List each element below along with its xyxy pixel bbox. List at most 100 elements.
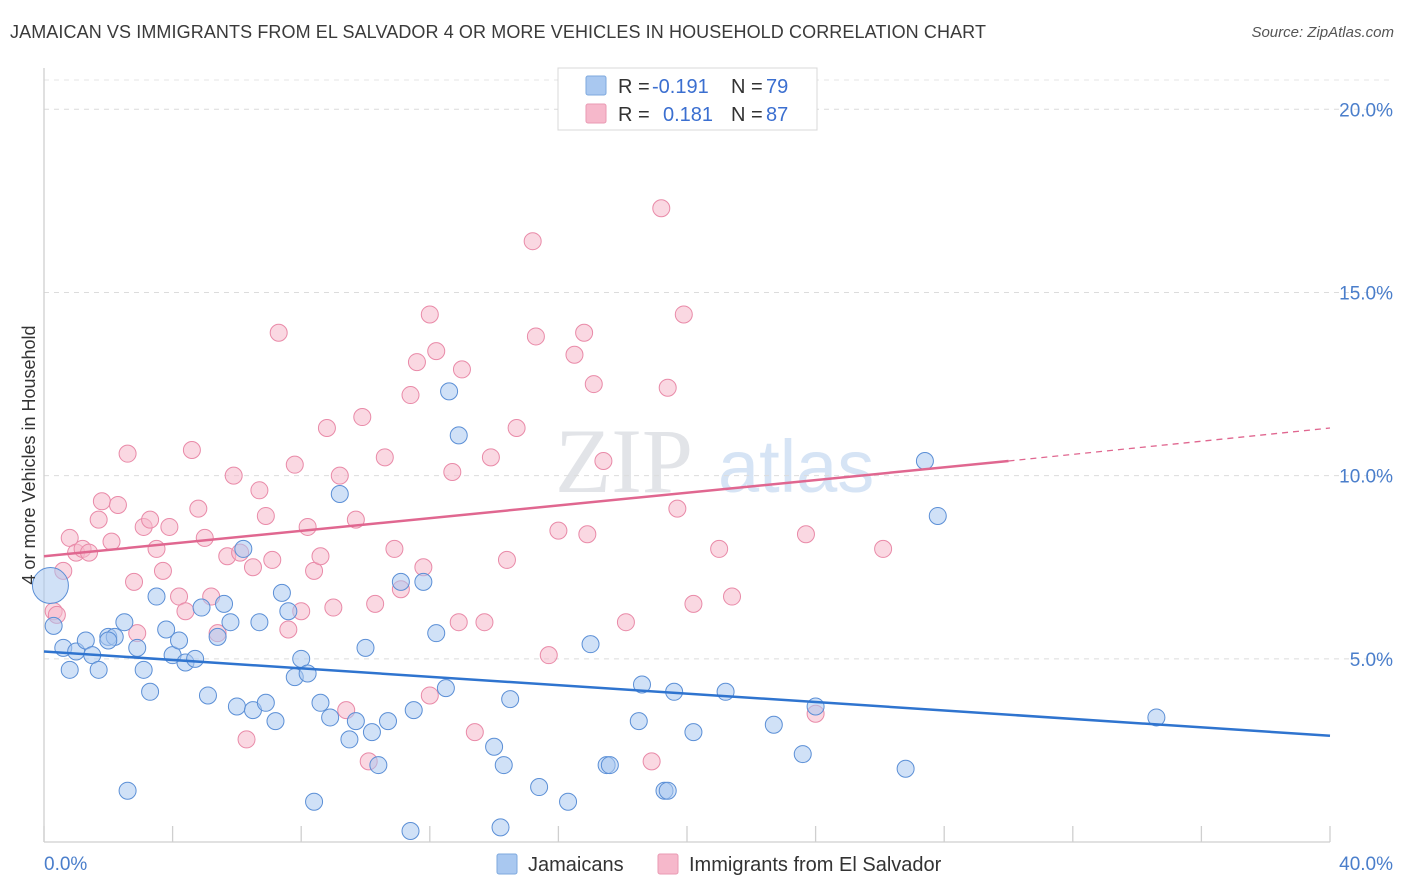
chart-title: JAMAICAN VS IMMIGRANTS FROM EL SALVADOR … <box>10 22 987 42</box>
point-el-salvador <box>420 686 439 705</box>
point-jamaicans <box>147 587 166 606</box>
point-el-salvador <box>449 613 468 632</box>
watermark-zip: ZIP <box>555 410 693 512</box>
point-jamaicans <box>118 781 137 800</box>
point-jamaicans <box>31 567 69 605</box>
point-jamaicans <box>391 572 410 591</box>
point-el-salvador <box>710 539 729 558</box>
point-jamaicans <box>530 778 549 797</box>
point-el-salvador <box>465 723 484 742</box>
legend: R = -0.191 N = 79 R = 0.181 N = 87 <box>557 67 818 131</box>
point-el-salvador <box>427 342 446 361</box>
legend-swatch-jamaicans <box>585 75 607 96</box>
x-tick-label-min: 0.0% <box>44 854 87 875</box>
point-jamaicans <box>401 822 420 841</box>
point-jamaicans <box>449 426 468 445</box>
point-el-salvador <box>407 353 426 372</box>
point-jamaicans <box>494 756 513 775</box>
point-jamaicans <box>404 701 423 720</box>
bottom-legend: Jamaicans Immigrants from El Salvador <box>496 853 942 876</box>
point-el-salvador <box>279 620 298 639</box>
point-el-salvador <box>668 499 687 518</box>
point-jamaicans <box>256 693 275 712</box>
point-jamaicans <box>1147 708 1166 727</box>
bottom-legend-el-salvador: Immigrants from El Salvador <box>689 854 942 876</box>
tick-labels: 5.0% 10.0% 15.0% 20.0% 0.0% 40.0% <box>44 100 1393 875</box>
point-el-salvador <box>652 199 671 218</box>
point-el-salvador <box>684 594 703 613</box>
point-jamaicans <box>234 539 253 558</box>
point-el-salvador <box>674 305 693 324</box>
trend-line-el-salvador-extension <box>1008 427 1331 462</box>
point-el-salvador <box>317 419 336 438</box>
point-el-salvador <box>153 561 172 580</box>
watermark-atlas: atlas <box>718 425 874 508</box>
trend-line-jamaicans <box>43 650 1331 738</box>
point-el-salvador <box>796 525 815 544</box>
point-el-salvador <box>102 532 121 551</box>
point-el-salvador <box>481 448 500 467</box>
point-el-salvador <box>330 466 349 485</box>
point-jamaicans <box>915 452 934 470</box>
point-el-salvador <box>182 441 201 460</box>
point-jamaicans <box>215 594 234 613</box>
point-jamaicans <box>346 712 365 731</box>
point-el-salvador <box>497 550 516 569</box>
point-jamaicans <box>436 679 455 698</box>
point-jamaicans <box>192 598 211 617</box>
trend-lines <box>43 427 1331 738</box>
point-el-salvador <box>366 594 385 613</box>
point-jamaicans <box>340 730 359 749</box>
point-jamaicans <box>330 484 349 503</box>
point-el-salvador <box>285 455 304 474</box>
point-jamaicans <box>414 572 433 591</box>
point-el-salvador <box>118 444 137 463</box>
point-jamaicans <box>581 635 600 654</box>
legend-r-value-2: 0.181 <box>663 104 713 126</box>
point-el-salvador <box>523 232 542 251</box>
point-el-salvador <box>92 492 111 511</box>
y-tick-label: 5.0% <box>1350 650 1393 671</box>
point-el-salvador <box>141 510 160 529</box>
bottom-legend-swatch-el-salvador <box>657 853 679 875</box>
point-jamaicans <box>501 690 520 709</box>
point-el-salvador <box>375 448 394 467</box>
point-jamaicans <box>491 818 510 837</box>
point-jamaicans <box>221 613 240 632</box>
point-el-salvador <box>256 506 275 525</box>
point-jamaicans <box>379 712 398 731</box>
point-jamaicans <box>266 712 285 731</box>
y-tick-label: 10.0% <box>1339 467 1393 488</box>
legend-n-value-1: 79 <box>766 76 788 98</box>
point-el-salvador <box>526 327 545 346</box>
point-jamaicans <box>115 613 134 632</box>
point-el-salvador <box>189 499 208 518</box>
point-jamaicans <box>440 382 459 401</box>
point-el-salvador <box>160 517 179 536</box>
point-el-salvador <box>385 539 404 558</box>
point-el-salvador <box>176 602 195 621</box>
source-label: Source: ZipAtlas.com <box>1251 24 1394 41</box>
point-jamaicans <box>250 613 269 632</box>
point-jamaicans <box>157 620 176 639</box>
point-jamaicans <box>311 693 330 712</box>
point-el-salvador <box>874 539 893 558</box>
point-jamaicans <box>44 616 63 635</box>
point-el-salvador <box>539 646 558 665</box>
point-el-salvador <box>108 495 127 514</box>
point-el-salvador <box>658 378 677 397</box>
point-el-salvador <box>195 528 214 547</box>
legend-n-value-2: 87 <box>766 104 788 126</box>
point-el-salvador <box>269 323 288 342</box>
point-el-salvador <box>616 613 635 632</box>
legend-r-label-1: R = <box>618 76 650 98</box>
y-tick-label: 20.0% <box>1339 100 1393 121</box>
point-jamaicans <box>684 723 703 742</box>
point-jamaicans <box>764 715 783 734</box>
legend-r-value-1: -0.191 <box>652 76 709 98</box>
point-jamaicans <box>793 745 812 764</box>
point-jamaicans <box>227 697 246 716</box>
bottom-legend-swatch-jamaicans <box>496 853 518 875</box>
point-el-salvador <box>723 587 742 606</box>
point-el-salvador <box>324 598 343 617</box>
